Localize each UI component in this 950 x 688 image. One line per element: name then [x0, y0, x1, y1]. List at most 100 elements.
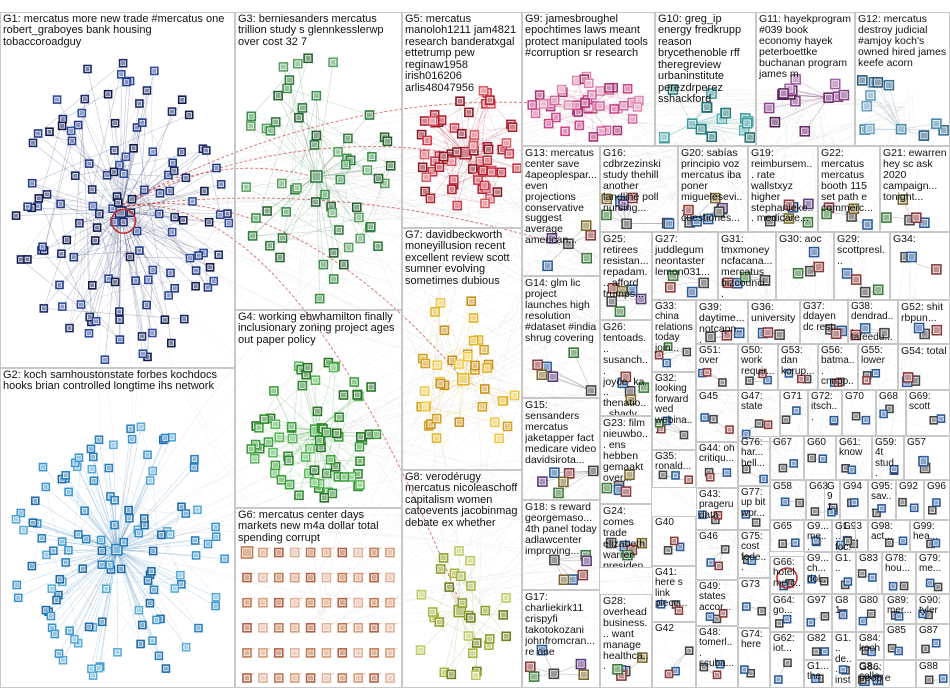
node-g1-fill: [117, 317, 122, 322]
node-g6-fill: [355, 650, 361, 656]
node-g5-fill: [430, 169, 436, 175]
edge-cross: [97, 266, 807, 532]
node-g4-fill: [317, 481, 323, 487]
node-g66-fill: [781, 584, 786, 589]
node-g24-fill: [638, 540, 645, 547]
node-g79-fill: [936, 585, 941, 589]
node-g4-fill: [296, 492, 302, 498]
node-g1-fill: [123, 154, 128, 159]
node-g22-fill: [850, 205, 857, 212]
node-g6-fill: [292, 600, 298, 606]
node-g4-fill: [248, 446, 254, 452]
node-g54-fill: [905, 374, 912, 381]
node-g26-fill: [627, 396, 634, 403]
node-g7-fill: [465, 354, 471, 360]
node-g2-fill: [43, 484, 48, 489]
edge-g2: [91, 506, 182, 669]
group-label-g9x2: G9... ch... dol...: [807, 554, 829, 585]
node-g2-fill: [214, 595, 218, 600]
node-g49-fill: [714, 616, 719, 621]
node-g35-fill: [686, 477, 691, 482]
node-g3-fill: [329, 210, 335, 216]
node-g2-fill: [87, 624, 92, 629]
node-g4-fill: [357, 482, 363, 488]
node-g6-fill: [355, 550, 361, 555]
group-label-g73: G73: [741, 580, 760, 590]
group-label-g21: G21: ewarren hey sc ask 2020 campaign...…: [883, 148, 947, 203]
edge-g1: [60, 194, 193, 205]
node-g93-fill: [851, 541, 856, 546]
node-g7-fill: [456, 419, 462, 425]
edge-g4: [250, 366, 299, 450]
edge-g1: [69, 223, 82, 329]
edge-g16: [626, 222, 668, 225]
node-g2-fill: [29, 564, 34, 569]
node-g6-fill: [260, 550, 266, 555]
node-g3-fill: [313, 199, 319, 205]
group-label-g1x2: G1... de... inst...: [835, 634, 852, 687]
edge-g7: [474, 369, 496, 423]
node-g8-fill: [482, 608, 488, 614]
edge-g2: [116, 454, 148, 550]
group-label-g48: G48: tomerl... scuba...: [699, 628, 735, 670]
node-g6-fill: [260, 675, 266, 681]
node-g12-fill: [940, 127, 947, 134]
group-label-g74: G74: here: [741, 630, 763, 651]
edge-g1: [120, 211, 228, 214]
node-g5-fill: [454, 149, 460, 155]
node-g5-fill: [477, 158, 483, 164]
group-label-g42: G42: [655, 624, 674, 634]
node-g1-fill: [169, 341, 174, 346]
edge-g1: [79, 201, 193, 224]
node-g17-fill: [527, 663, 534, 670]
node-g34-fill: [933, 266, 940, 273]
group-label-g56: G56: batma... cnnpo...: [821, 346, 855, 389]
edge-g2: [116, 428, 131, 550]
group-label-g54: G54: total: [901, 346, 947, 357]
node-g72-fill: [832, 418, 836, 423]
edge-g14: [573, 352, 592, 391]
group-label-g82: G82: [807, 634, 826, 644]
node-g8-fill: [441, 669, 447, 675]
group-label-g31: G31: tmxmoney ncfacana... mercatus bizco…: [721, 234, 773, 300]
group-panel-g11: G11: hayekprogram #039 book economy haye…: [756, 12, 855, 146]
node-g6-fill: [323, 650, 329, 656]
node-g2-fill: [91, 454, 96, 459]
group-panel-g44: G44: oh critiqu...: [696, 442, 738, 488]
edge-g1: [87, 68, 121, 213]
group-panel-g9x2: G9... ch... dol...: [804, 552, 832, 594]
edge-cross: [589, 99, 723, 668]
edge-cross: [122, 154, 458, 210]
edge-g2: [116, 437, 172, 550]
node-g6-fill: [244, 625, 250, 631]
node-g2-fill: [172, 586, 177, 591]
edge-cross: [120, 211, 454, 359]
node-g84-fill: [863, 648, 868, 653]
node-g18-fill: [582, 552, 589, 559]
node-g9-fill: [598, 128, 604, 134]
node-g2-fill: [97, 666, 101, 671]
node-g2-fill: [195, 507, 200, 512]
node-g6-fill: [308, 625, 314, 631]
node-g2-fill: [115, 650, 120, 655]
node-g77-fill: [743, 512, 748, 517]
node-g6-fill: [244, 650, 250, 656]
edge-cross: [297, 178, 324, 425]
node-g2-fill: [142, 516, 147, 521]
edge-cross: [317, 121, 723, 428]
node-g1-fill: [113, 279, 118, 284]
group-label-g14: G14: glm lic project launches high resol…: [525, 278, 597, 344]
edge-g2: [59, 549, 118, 580]
node-g2-fill: [146, 578, 150, 583]
edge-g5: [430, 153, 466, 199]
node-g1-fill: [135, 229, 139, 234]
node-g1-fill: [112, 148, 117, 153]
edge-g4: [315, 367, 334, 431]
edge-cross: [459, 109, 807, 382]
node-g1-fill: [150, 331, 155, 335]
edge-g8: [433, 573, 455, 618]
group-panel-g28: G28: overhead business... want manage he…: [600, 594, 652, 688]
edge-g1: [120, 81, 127, 213]
node-g76-fill: [761, 477, 766, 481]
node-g28-fill: [618, 672, 625, 679]
